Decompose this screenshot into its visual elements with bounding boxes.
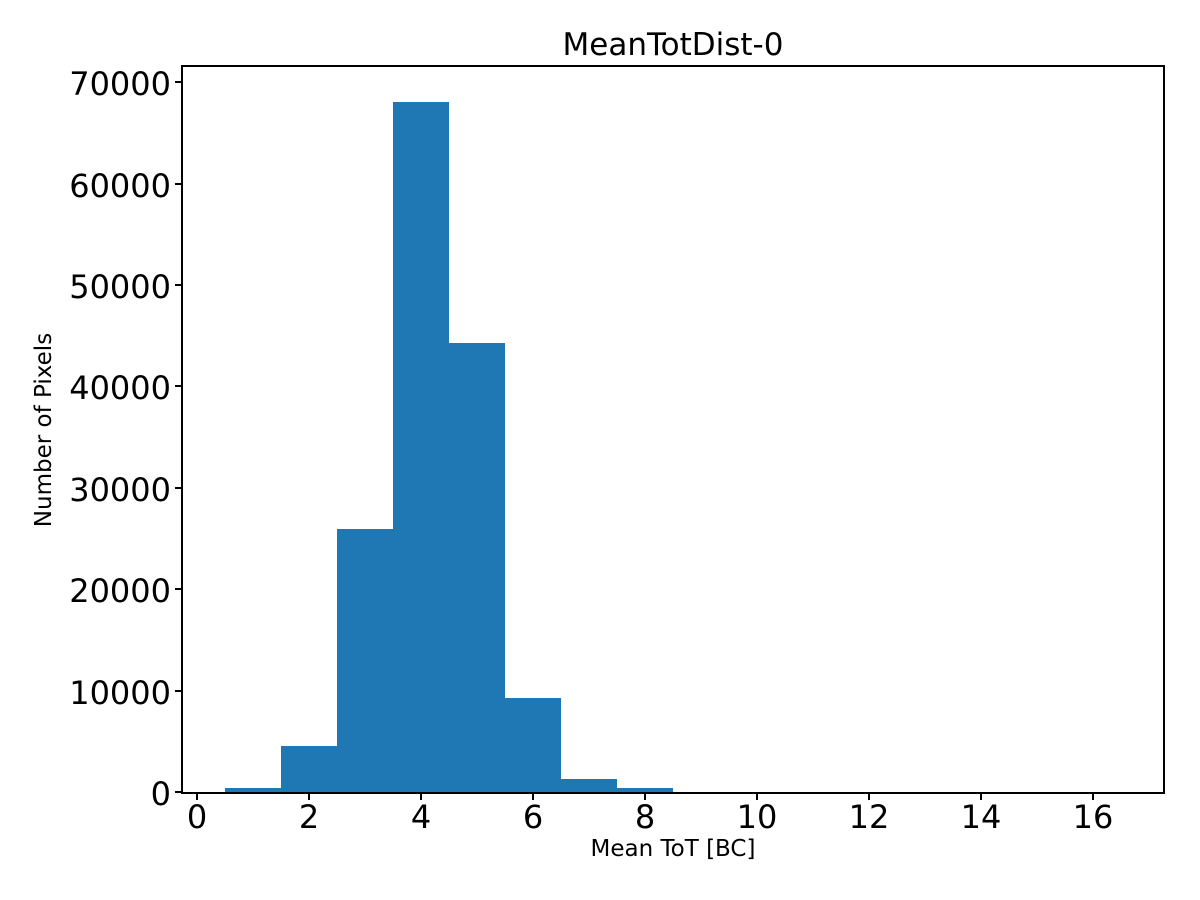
x-tick-label: 14 (960, 798, 1002, 836)
chart-title: MeanTotDist-0 (562, 27, 784, 63)
x-tick-mark (1092, 792, 1094, 800)
x-tick-mark (756, 792, 758, 800)
histogram-bar (449, 342, 505, 792)
y-tick-label: 0 (150, 775, 171, 813)
y-tick-label: 50000 (69, 268, 171, 306)
x-tick-label: 4 (410, 798, 432, 836)
y-tick-mark (175, 588, 183, 591)
x-tick-mark (644, 792, 646, 800)
histogram-bar (393, 102, 449, 792)
x-tick-mark (196, 792, 198, 800)
y-tick-mark (175, 385, 183, 388)
y-tick-label: 10000 (69, 673, 171, 712)
histogram-bar (505, 697, 561, 792)
x-tick-mark (868, 792, 870, 800)
histogram-bar (561, 779, 617, 792)
x-tick-label: 12 (848, 798, 890, 836)
y-tick-label: 20000 (69, 572, 171, 611)
y-tick-label: 70000 (69, 65, 171, 104)
x-tick-label: 6 (522, 798, 544, 836)
y-axis-label: Number of Pixels (31, 332, 58, 528)
y-tick-mark (175, 689, 183, 692)
y-tick-mark (175, 284, 183, 286)
x-tick-label: 8 (634, 798, 656, 836)
x-tick-label: 0 (186, 798, 208, 836)
y-tick-mark (175, 791, 183, 793)
x-tick-mark (980, 792, 982, 800)
y-tick-mark (175, 81, 183, 84)
x-axis-label: Mean ToT [BC] (590, 836, 756, 862)
histogram-bar (225, 787, 281, 792)
histogram-bar (281, 746, 337, 792)
x-tick-label: 10 (736, 798, 778, 836)
x-tick-mark (420, 792, 422, 800)
y-tick-mark (175, 486, 183, 489)
plot-area (181, 65, 1165, 794)
y-tick-label: 30000 (69, 470, 171, 509)
x-tick-mark (308, 792, 310, 800)
x-tick-label: 16 (1072, 798, 1114, 836)
histogram-bar (617, 788, 673, 792)
x-tick-mark (532, 792, 534, 800)
y-tick-label: 40000 (69, 369, 171, 408)
y-tick-label: 60000 (69, 166, 171, 205)
histogram-bar (337, 529, 393, 792)
x-tick-label: 2 (298, 798, 320, 836)
y-tick-mark (175, 182, 183, 185)
